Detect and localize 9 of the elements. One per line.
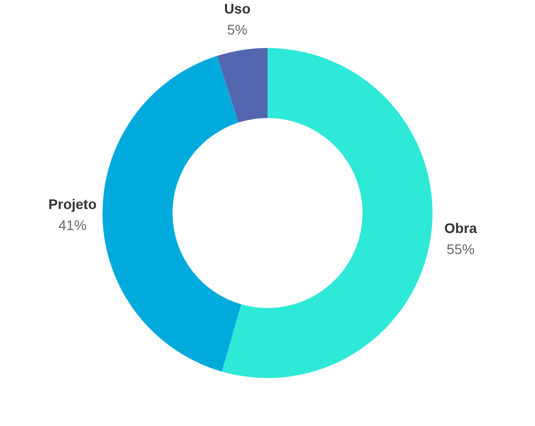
donut-slice xyxy=(102,56,242,372)
slice-label: Uso xyxy=(224,0,251,16)
slice-label: Obra xyxy=(444,220,478,236)
data-label: 5% xyxy=(227,21,248,38)
data-label: 41% xyxy=(58,217,87,234)
slice-label: Projeto xyxy=(48,196,97,212)
donut-slice xyxy=(217,48,268,123)
data-label: 55% xyxy=(446,241,475,258)
donut-slice xyxy=(222,48,432,378)
